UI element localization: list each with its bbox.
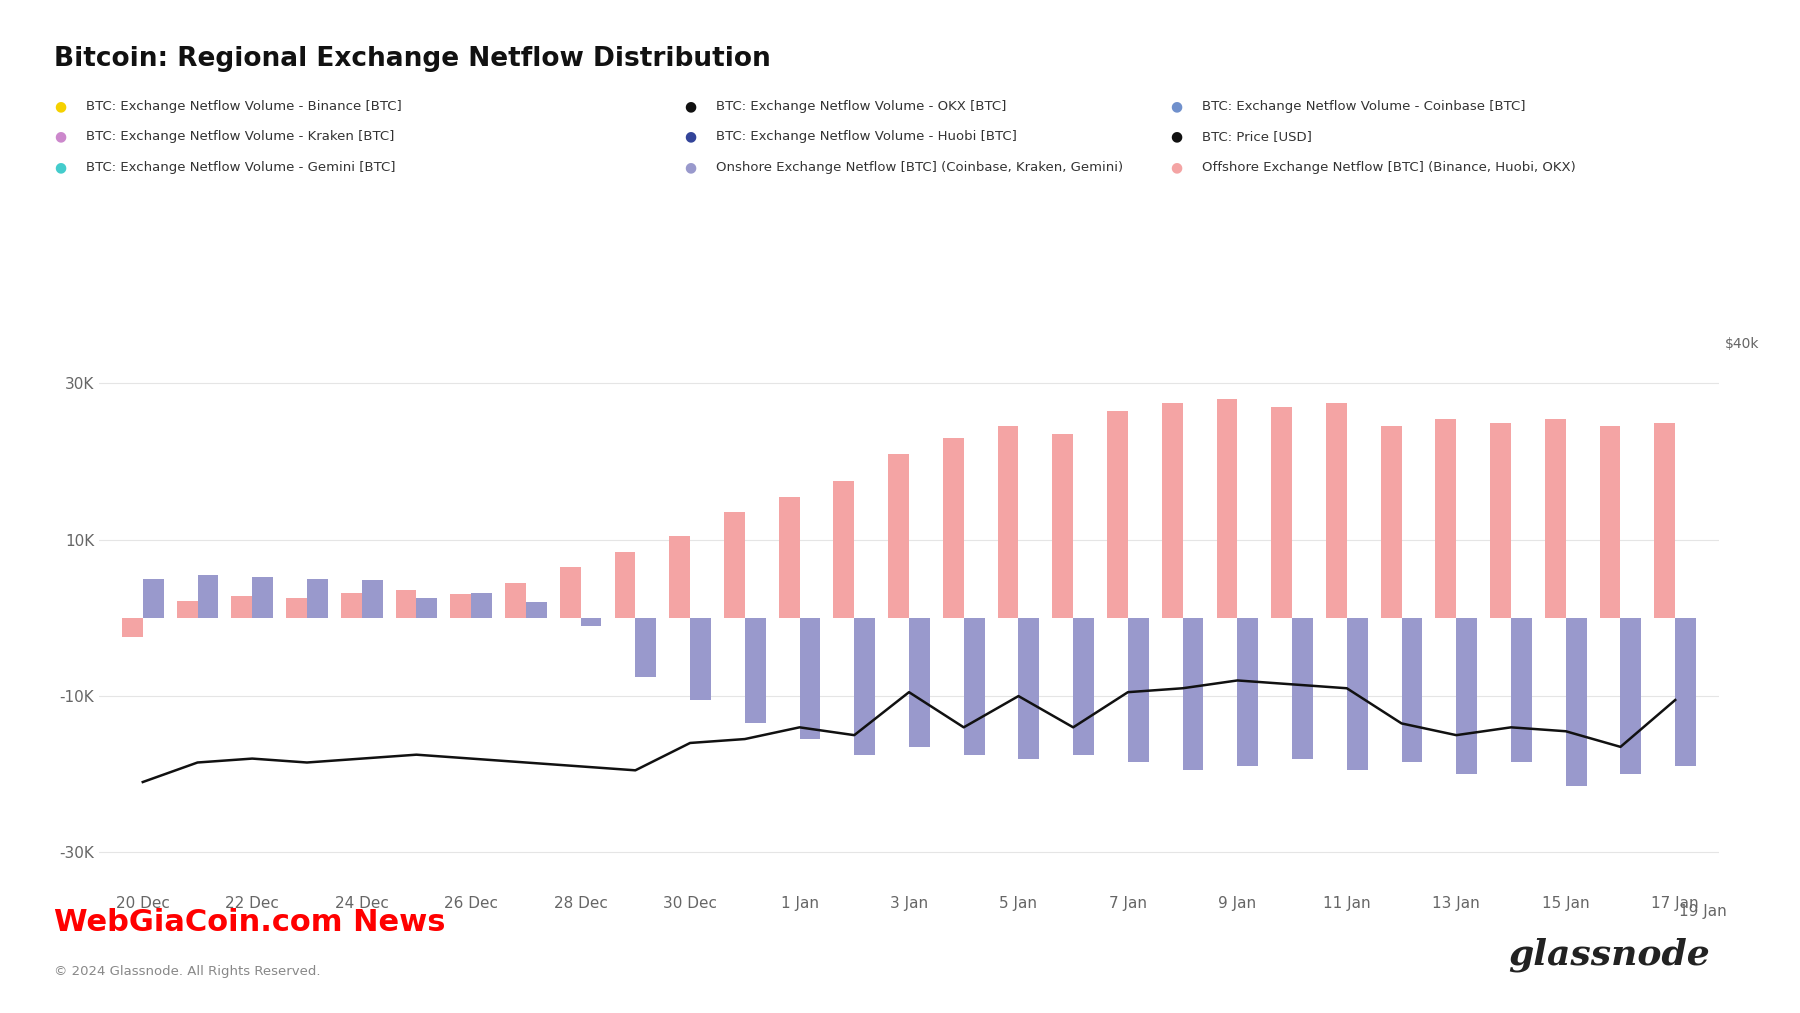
- Bar: [142, 578, 164, 618]
- Text: ●: ●: [684, 160, 697, 174]
- Bar: [1620, 618, 1642, 774]
- Bar: [1019, 618, 1039, 759]
- Text: $40k: $40k: [1724, 337, 1759, 352]
- Bar: [1183, 618, 1204, 770]
- Bar: [1510, 618, 1532, 763]
- Bar: [1073, 618, 1094, 755]
- Bar: [1654, 422, 1676, 618]
- Bar: [635, 618, 657, 677]
- Text: BTC: Exchange Netflow Volume - OKX [BTC]: BTC: Exchange Netflow Volume - OKX [BTC]: [716, 100, 1006, 112]
- Bar: [581, 618, 601, 626]
- Bar: [887, 454, 909, 618]
- Bar: [362, 580, 382, 618]
- Bar: [176, 601, 198, 618]
- Bar: [855, 618, 875, 755]
- Bar: [396, 590, 416, 618]
- Bar: [997, 426, 1019, 618]
- Text: ●: ●: [54, 130, 67, 144]
- Bar: [1053, 435, 1073, 618]
- Bar: [670, 536, 689, 618]
- Text: Offshore Exchange Netflow [BTC] (Binance, Huobi, OKX): Offshore Exchange Netflow [BTC] (Binance…: [1202, 161, 1577, 173]
- Bar: [340, 593, 362, 618]
- Bar: [724, 513, 745, 618]
- Bar: [252, 576, 274, 618]
- Text: ●: ●: [1170, 160, 1183, 174]
- Bar: [1566, 618, 1586, 786]
- Text: ●: ●: [1170, 99, 1183, 113]
- Bar: [416, 599, 437, 618]
- Bar: [1381, 426, 1402, 618]
- Bar: [1129, 618, 1148, 763]
- Bar: [1346, 618, 1368, 770]
- Bar: [1271, 407, 1292, 618]
- Bar: [1490, 422, 1510, 618]
- Bar: [833, 481, 855, 618]
- Text: WebGiaCoin.com News: WebGiaCoin.com News: [54, 908, 446, 937]
- Text: ●: ●: [684, 99, 697, 113]
- Bar: [198, 575, 218, 618]
- Bar: [506, 582, 526, 618]
- Text: BTC: Exchange Netflow Volume - Huobi [BTC]: BTC: Exchange Netflow Volume - Huobi [BT…: [716, 131, 1017, 143]
- Text: 19 Jan: 19 Jan: [1679, 905, 1726, 920]
- Bar: [232, 596, 252, 618]
- Bar: [909, 618, 931, 747]
- Text: ●: ●: [54, 99, 67, 113]
- Text: Onshore Exchange Netflow [BTC] (Coinbase, Kraken, Gemini): Onshore Exchange Netflow [BTC] (Coinbase…: [716, 161, 1123, 173]
- Text: BTC: Price [USD]: BTC: Price [USD]: [1202, 131, 1312, 143]
- Text: ●: ●: [54, 160, 67, 174]
- Bar: [1456, 618, 1478, 774]
- Bar: [1676, 618, 1696, 767]
- Text: BTC: Exchange Netflow Volume - Coinbase [BTC]: BTC: Exchange Netflow Volume - Coinbase …: [1202, 100, 1526, 112]
- Bar: [1402, 618, 1422, 763]
- Bar: [122, 618, 142, 637]
- Bar: [1327, 403, 1346, 618]
- Bar: [614, 551, 635, 618]
- Bar: [1107, 411, 1129, 618]
- Bar: [308, 578, 328, 618]
- Text: glassnode: glassnode: [1508, 938, 1710, 972]
- Bar: [689, 618, 711, 700]
- Bar: [1217, 399, 1237, 618]
- Bar: [799, 618, 821, 739]
- Bar: [1435, 418, 1456, 618]
- Text: ●: ●: [1170, 130, 1183, 144]
- Bar: [472, 593, 491, 618]
- Bar: [560, 567, 581, 618]
- Text: BTC: Exchange Netflow Volume - Gemini [BTC]: BTC: Exchange Netflow Volume - Gemini [B…: [86, 161, 396, 173]
- Text: Bitcoin: Regional Exchange Netflow Distribution: Bitcoin: Regional Exchange Netflow Distr…: [54, 46, 770, 72]
- Bar: [779, 496, 799, 618]
- Bar: [963, 618, 985, 755]
- Bar: [286, 598, 308, 618]
- Bar: [1544, 418, 1566, 618]
- Bar: [1292, 618, 1312, 759]
- Bar: [450, 595, 472, 618]
- Bar: [943, 439, 963, 618]
- Bar: [1600, 426, 1620, 618]
- Bar: [745, 618, 765, 723]
- Text: BTC: Exchange Netflow Volume - Kraken [BTC]: BTC: Exchange Netflow Volume - Kraken [B…: [86, 131, 394, 143]
- Text: BTC: Exchange Netflow Volume - Binance [BTC]: BTC: Exchange Netflow Volume - Binance […: [86, 100, 401, 112]
- Bar: [526, 603, 547, 618]
- Bar: [1237, 618, 1258, 767]
- Text: ●: ●: [684, 130, 697, 144]
- Bar: [1161, 403, 1183, 618]
- Text: © 2024 Glassnode. All Rights Reserved.: © 2024 Glassnode. All Rights Reserved.: [54, 964, 320, 978]
